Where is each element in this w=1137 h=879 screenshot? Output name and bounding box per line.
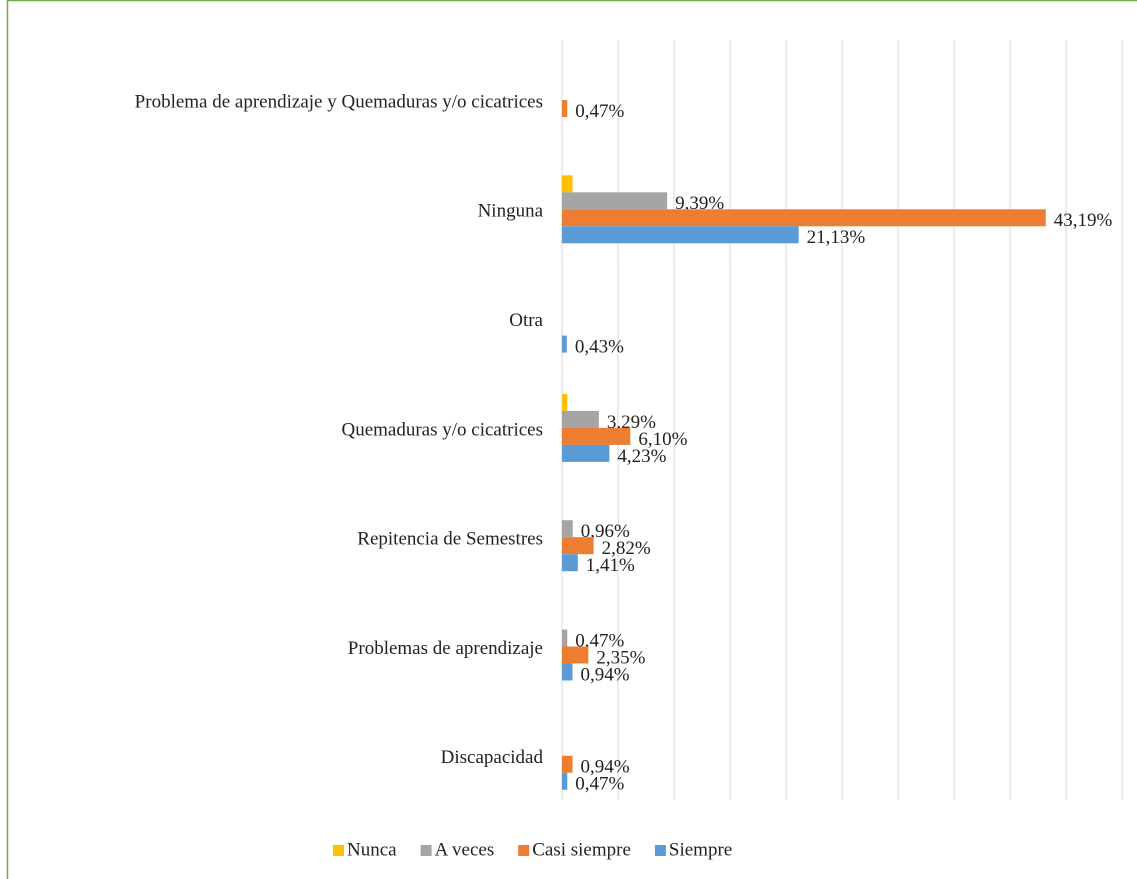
bar	[562, 100, 568, 117]
bar	[562, 537, 594, 555]
data-label: 43,19%	[1054, 210, 1113, 231]
bar	[562, 646, 589, 664]
bar	[562, 175, 573, 193]
bar	[562, 192, 668, 210]
legend-swatch	[518, 845, 530, 856]
bar	[562, 444, 610, 462]
data-label: 0,43%	[575, 336, 624, 357]
bar	[562, 209, 1046, 227]
category-label: Discapacidad	[441, 747, 544, 768]
data-label: 0,96%	[581, 521, 630, 542]
category-label: Problemas de aprendizaje	[348, 638, 543, 659]
data-label: 2,35%	[596, 647, 645, 668]
data-label: 1,41%	[586, 555, 635, 576]
bar	[562, 427, 631, 445]
legend-label: A veces	[435, 839, 495, 860]
data-label: 4,23%	[617, 446, 666, 467]
legend-label: Siempre	[669, 839, 732, 860]
frame	[6, 0, 1137, 879]
bar	[562, 410, 599, 428]
legend-swatch	[420, 845, 432, 856]
bar	[562, 335, 567, 353]
bar	[562, 554, 578, 572]
bar	[562, 393, 568, 411]
category-label: Otra	[509, 310, 543, 331]
bar	[562, 226, 799, 244]
bar	[562, 772, 568, 790]
category-label: Problema de aprendizaje y Quemaduras y/o…	[135, 91, 543, 112]
data-label: 2,82%	[602, 538, 651, 559]
data-label: 0,94%	[581, 757, 630, 778]
bar	[562, 520, 573, 538]
data-label: 0,47%	[575, 774, 624, 795]
data-label: 0,47%	[575, 101, 624, 122]
data-label: 21,13%	[807, 227, 866, 248]
category-label: Repitencia de Semestres	[357, 529, 543, 550]
data-label: 0,47%	[575, 630, 624, 651]
legend-label: Nunca	[347, 839, 397, 860]
category-label: Ninguna	[478, 201, 544, 222]
data-label: 0,94%	[581, 664, 630, 685]
bar	[562, 663, 573, 681]
bar	[562, 755, 573, 773]
bar	[562, 629, 568, 647]
data-label: 6,10%	[638, 429, 687, 450]
data-label: 3,29%	[607, 412, 656, 433]
legend-swatch	[333, 845, 344, 856]
data-label: 9,39%	[675, 193, 724, 214]
category-label: Quemaduras y/o cicatrices	[341, 419, 543, 440]
legend-label: Casi siempre	[532, 839, 631, 860]
legend-swatch	[654, 845, 666, 856]
